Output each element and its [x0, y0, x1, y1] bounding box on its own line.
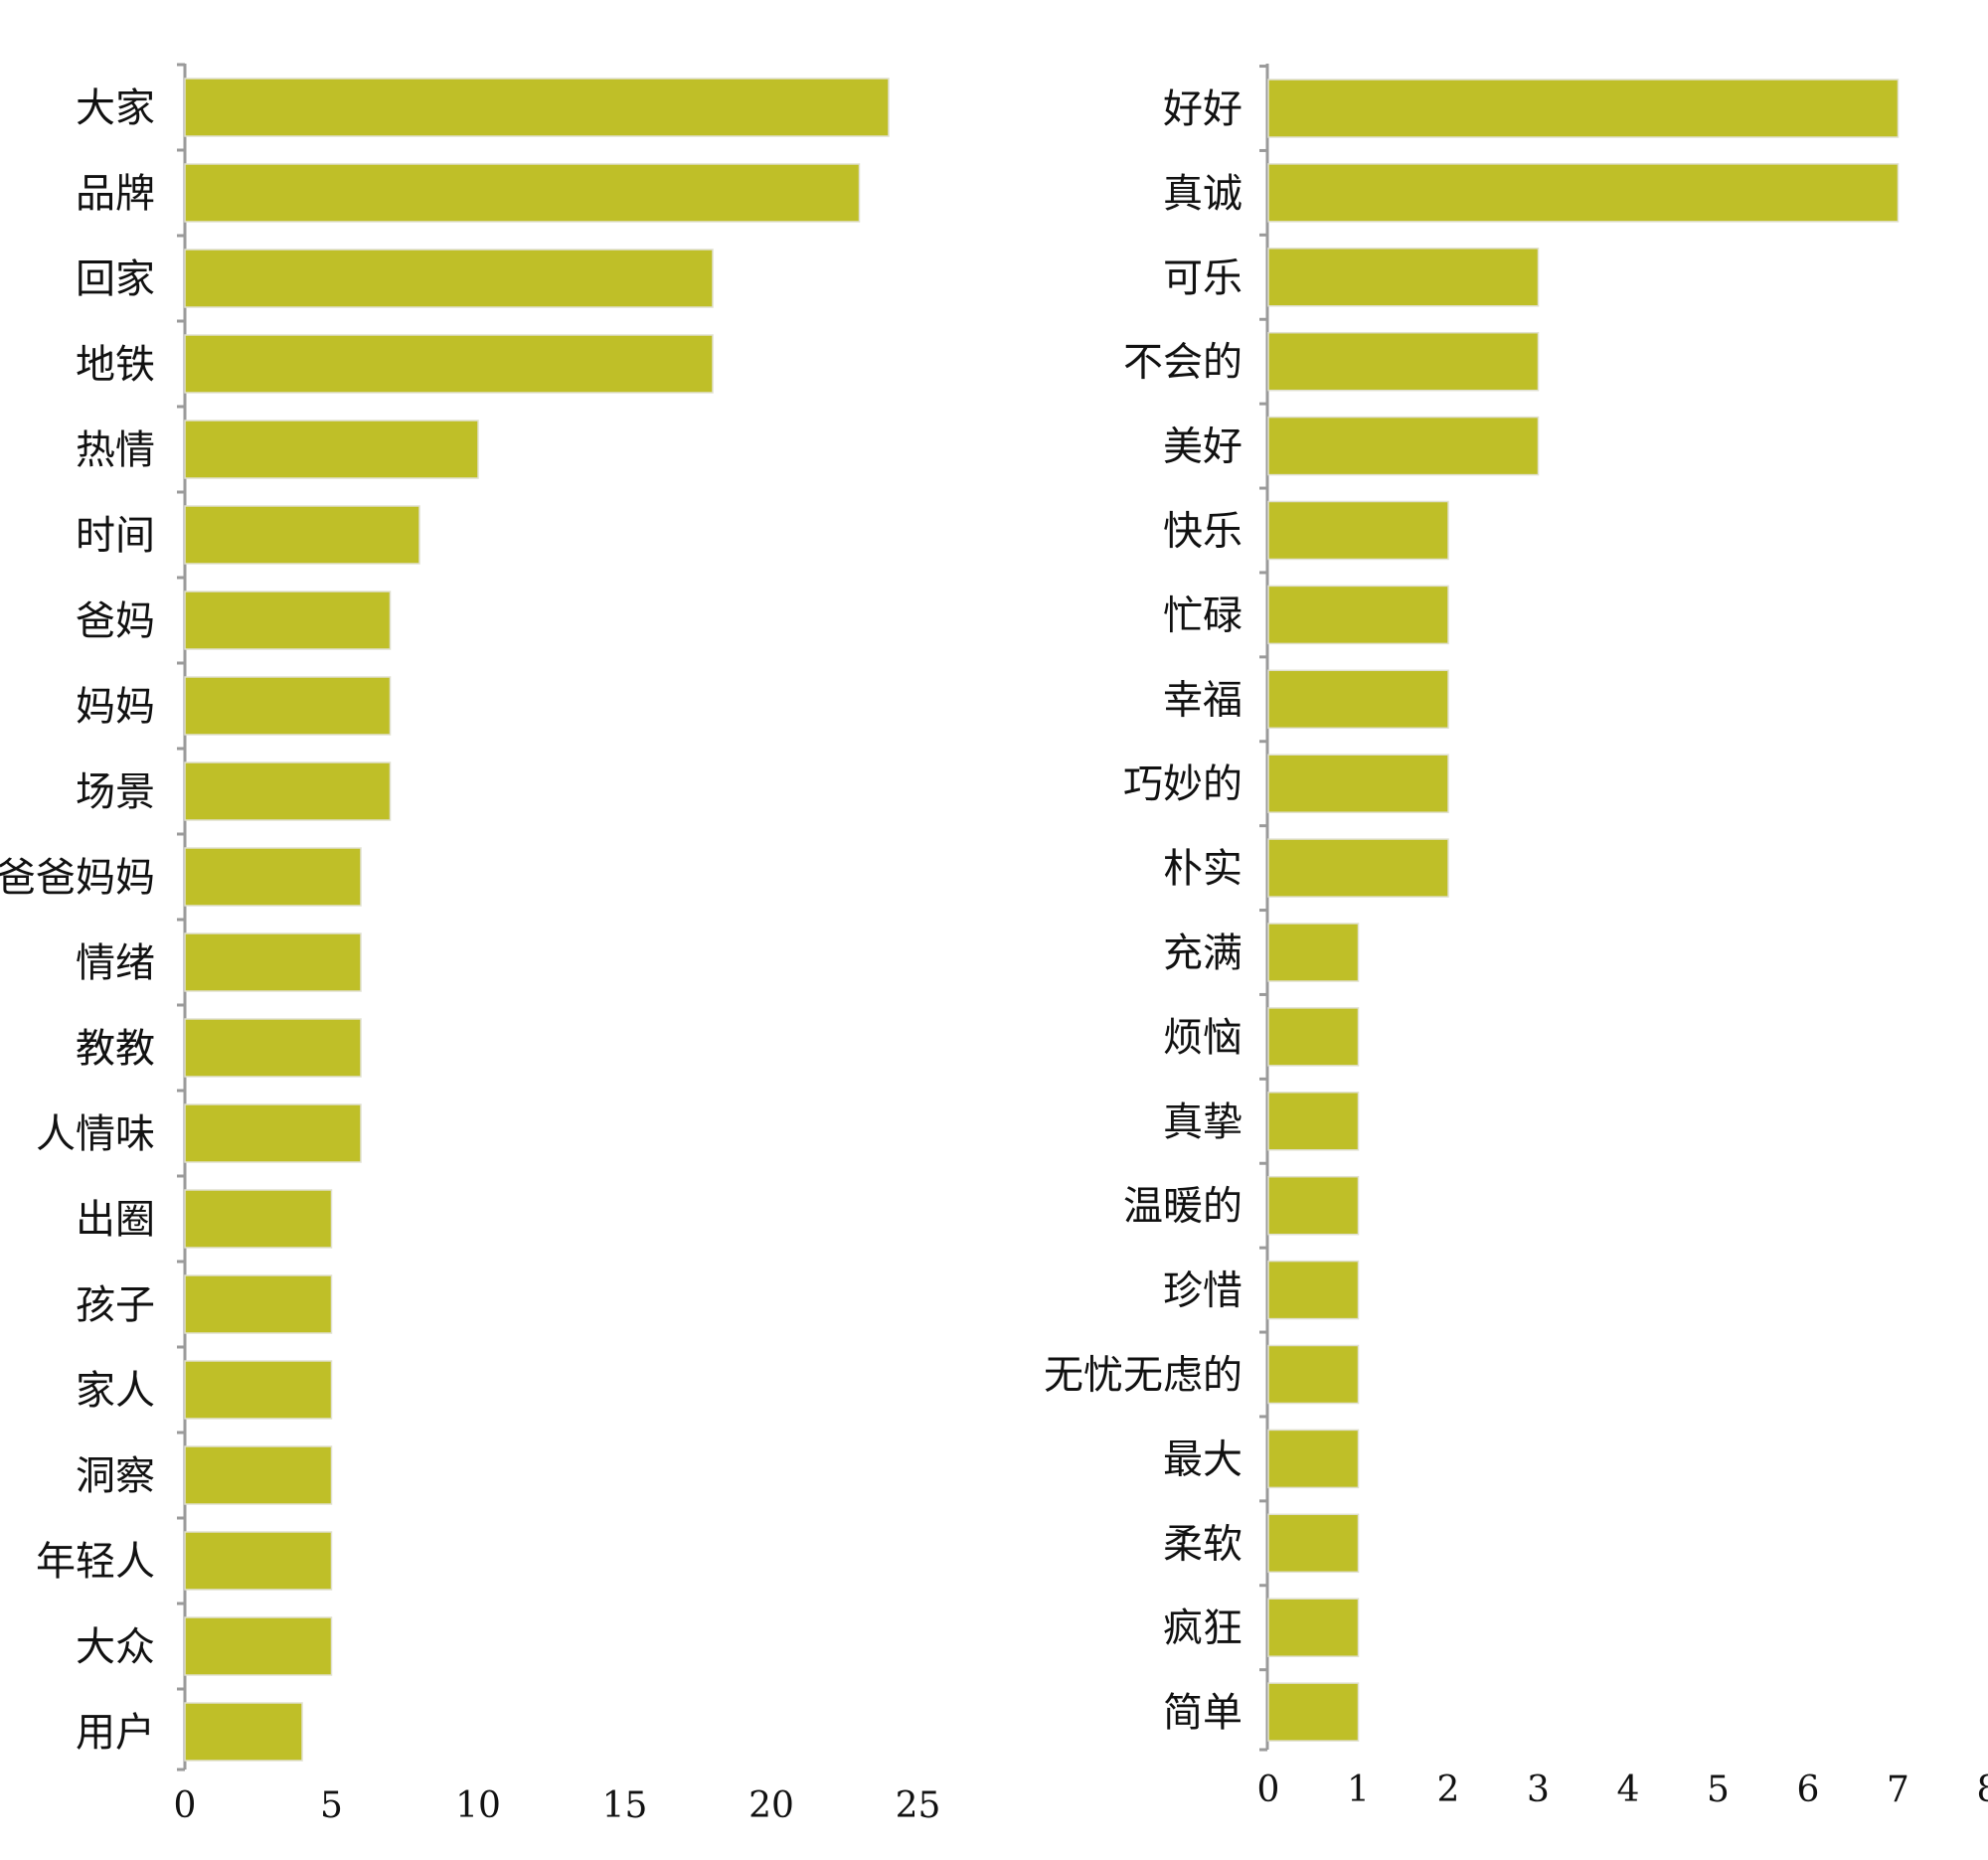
right-bar: [1267, 1513, 1360, 1574]
right-x-tick-label: 2: [1437, 1770, 1460, 1810]
right-category-label: 疯狂: [1163, 1606, 1242, 1651]
right-bar-chart: 好好真诚可乐不会的美好快乐忙碌幸福巧妙的朴实充满烦恼真挚温暖的珍惜无忧无虑的最大…: [1044, 64, 1988, 1810]
left-x-tick-label: 10: [455, 1785, 501, 1826]
right-category-label: 充满: [1163, 930, 1242, 976]
left-bar: [184, 420, 479, 479]
right-bar: [1267, 1260, 1360, 1320]
right-bar: [1267, 1682, 1360, 1742]
left-bar: [184, 78, 890, 137]
right-x-tick-label: 7: [1887, 1770, 1909, 1810]
right-category-label: 巧妙的: [1123, 761, 1242, 807]
left-category-label: 用户: [76, 1710, 155, 1756]
right-bar: [1267, 1092, 1360, 1151]
left-category-label: 年轻人: [36, 1539, 155, 1585]
right-category-label: 温暖的: [1123, 1184, 1242, 1230]
right-bar: [1267, 1598, 1360, 1657]
left-bar: [184, 334, 714, 394]
left-bar: [184, 761, 392, 821]
left-category-label: 爸爸妈妈: [0, 855, 155, 901]
left-bar: [184, 676, 392, 736]
left-bar: [184, 1531, 333, 1591]
left-bar: [184, 505, 420, 565]
right-category-label: 无忧无虑的: [1044, 1353, 1242, 1399]
right-category-label: 真挚: [1163, 1099, 1242, 1145]
left-bar: [184, 1445, 333, 1505]
left-category-label: 洞察: [76, 1453, 155, 1499]
right-bar: [1267, 1175, 1360, 1236]
left-category-label: 爸妈: [76, 598, 155, 644]
left-x-tick-label: 0: [174, 1785, 197, 1826]
right-category-label: 美好: [1163, 424, 1242, 470]
right-bar: [1267, 1429, 1360, 1489]
right-bar: [1267, 248, 1540, 307]
left-category-label: 人情味: [36, 1111, 155, 1157]
right-category-label: 可乐: [1163, 255, 1242, 301]
right-bar: [1267, 416, 1540, 476]
right-bar: [1267, 669, 1449, 730]
right-bar: [1267, 1344, 1360, 1405]
left-bar: [184, 847, 362, 907]
right-bar: [1267, 1007, 1360, 1067]
right-category-label: 最大: [1163, 1437, 1242, 1482]
left-category-label: 孩子: [76, 1282, 155, 1328]
left-bar: [184, 163, 861, 223]
left-bar: [184, 1702, 303, 1762]
left-category-label: 情绪: [76, 940, 155, 986]
left-category-label: 出圈: [76, 1197, 155, 1243]
left-bar: [184, 1360, 333, 1420]
left-bar: [184, 1616, 333, 1676]
left-category-label: 品牌: [76, 171, 155, 217]
right-category-label: 忙碌: [1163, 592, 1242, 638]
left-category-label: 时间: [76, 513, 155, 559]
right-x-tick-label: 3: [1527, 1770, 1550, 1810]
left-bar: [184, 1189, 333, 1249]
right-category-label: 快乐: [1163, 509, 1242, 555]
right-category-label: 朴实: [1163, 846, 1242, 892]
left-category-label: 大家: [76, 85, 155, 131]
right-bar: [1267, 585, 1449, 645]
right-x-tick-label: 1: [1347, 1770, 1370, 1810]
right-bar: [1267, 331, 1540, 392]
right-category-label: 幸福: [1163, 677, 1242, 723]
right-bar: [1267, 923, 1360, 982]
left-bar: [184, 932, 362, 992]
left-category-label: 教教: [76, 1026, 155, 1072]
left-category-label: 场景: [76, 769, 155, 815]
right-x-tick-label: 8: [1977, 1770, 1988, 1810]
right-x-tick-label: 6: [1797, 1770, 1820, 1810]
left-bar: [184, 591, 392, 650]
left-bar: [184, 1274, 333, 1334]
left-category-label: 热情: [76, 427, 155, 473]
left-category-label: 妈妈: [76, 684, 155, 730]
left-bar-chart: 大家品牌回家地铁热情时间爸妈妈妈场景爸爸妈妈情绪教教人情味出圈孩子家人洞察年轻人…: [0, 63, 941, 1826]
right-category-label: 简单: [1163, 1690, 1242, 1736]
left-category-label: 回家: [76, 256, 155, 302]
left-x-tick-label: 15: [602, 1785, 648, 1826]
right-category-label: 珍惜: [1163, 1268, 1242, 1314]
left-bar: [184, 1103, 362, 1163]
right-bar: [1267, 754, 1449, 813]
right-bar: [1267, 79, 1900, 138]
left-category-label: 大众: [76, 1624, 155, 1670]
right-bar: [1267, 163, 1900, 223]
right-bar: [1267, 838, 1449, 898]
right-x-tick-label: 0: [1257, 1770, 1280, 1810]
right-x-tick-label: 4: [1617, 1770, 1640, 1810]
right-bar: [1267, 500, 1449, 561]
right-category-label: 烦恼: [1163, 1015, 1242, 1061]
left-x-tick-label: 25: [896, 1785, 941, 1826]
left-bar: [184, 1018, 362, 1078]
left-bar: [184, 249, 714, 308]
right-category-label: 不会的: [1123, 340, 1242, 386]
left-x-tick-label: 20: [748, 1785, 794, 1826]
right-category-label: 柔软: [1163, 1521, 1242, 1567]
right-category-label: 真诚: [1163, 171, 1242, 217]
left-category-label: 家人: [76, 1368, 155, 1414]
right-x-tick-label: 5: [1707, 1770, 1730, 1810]
left-x-tick-label: 5: [320, 1785, 343, 1826]
left-category-label: 地铁: [76, 342, 155, 388]
right-category-label: 好好: [1163, 86, 1242, 132]
